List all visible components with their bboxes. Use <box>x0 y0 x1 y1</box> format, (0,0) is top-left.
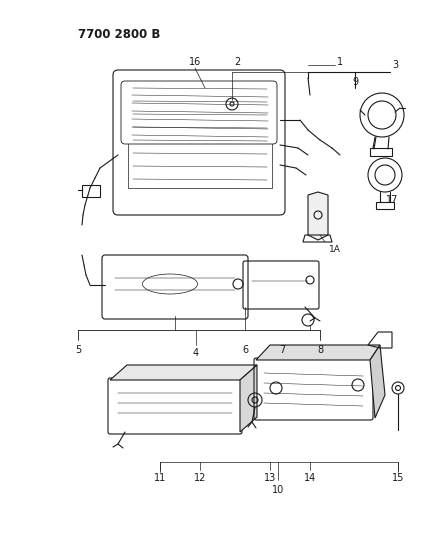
Text: 16: 16 <box>189 57 201 67</box>
Polygon shape <box>256 345 380 360</box>
FancyBboxPatch shape <box>121 81 277 144</box>
Polygon shape <box>308 192 328 240</box>
Text: 3: 3 <box>392 60 398 70</box>
Text: 7: 7 <box>279 345 285 355</box>
Text: 8: 8 <box>317 345 323 355</box>
Text: 15: 15 <box>392 473 404 483</box>
Text: 10: 10 <box>272 485 284 495</box>
Text: 6: 6 <box>242 345 248 355</box>
Text: 9: 9 <box>352 77 358 87</box>
Text: 7700 2800 B: 7700 2800 B <box>78 28 160 41</box>
Text: 11: 11 <box>154 473 166 483</box>
Text: 1A: 1A <box>329 246 341 254</box>
Text: 1: 1 <box>337 57 343 67</box>
Polygon shape <box>110 365 257 380</box>
Bar <box>376 202 394 209</box>
Text: 12: 12 <box>194 473 206 483</box>
Text: 2: 2 <box>234 57 240 67</box>
Text: 4: 4 <box>193 348 199 358</box>
Text: 14: 14 <box>304 473 316 483</box>
Bar <box>128 88 272 188</box>
Bar <box>82 185 100 197</box>
Bar <box>370 148 392 156</box>
Text: 17: 17 <box>386 195 398 205</box>
Polygon shape <box>370 345 385 418</box>
Text: 13: 13 <box>264 473 276 483</box>
Text: 5: 5 <box>75 345 81 355</box>
Polygon shape <box>240 365 257 432</box>
